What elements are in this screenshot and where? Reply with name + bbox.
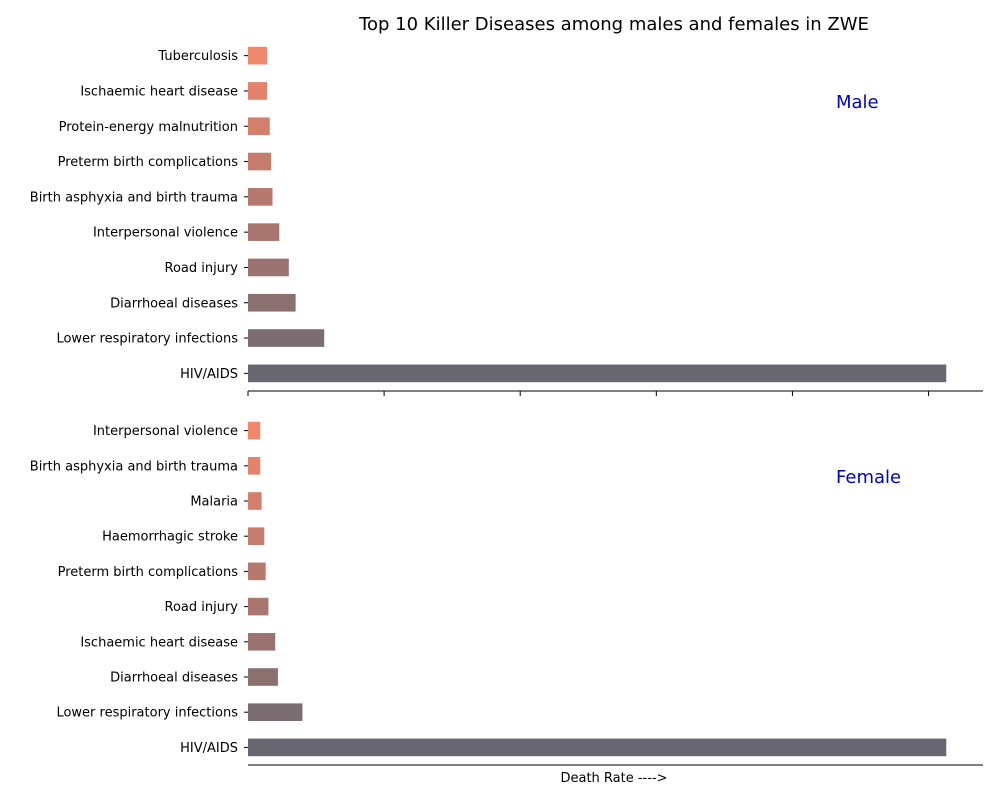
female-category-label-4: Ischaemic heart disease	[80, 635, 238, 650]
female-bar-6	[248, 562, 266, 581]
male-category-label-7: Preterm birth complications	[58, 155, 239, 170]
male-panel: HIV/AIDS Lower respiratory infections Diar…	[30, 46, 983, 396]
male-category-label-6: Birth asphyxia and birth trauma	[30, 190, 238, 205]
female-category-label-3: Diarrhoeal diseases	[110, 671, 238, 686]
female-panel-label: Female	[836, 467, 901, 488]
chart-title: Top 10 Killer Diseases among males and f…	[358, 14, 869, 35]
male-panel-label: Male	[836, 92, 879, 113]
male-category-label-5: Interpersonal violence	[93, 226, 238, 241]
male-category-label-3: Diarrhoeal diseases	[110, 296, 238, 311]
male-bar-6	[248, 188, 273, 206]
male-bar-8	[248, 117, 270, 136]
male-category-label-1: HIV/AIDS	[180, 367, 238, 382]
female-panel: HIV/AIDS Lower respiratory infections Diar…	[30, 421, 983, 766]
male-category-label-2: Lower respiratory infections	[56, 332, 238, 347]
male-bar-2	[248, 329, 325, 347]
female-bar-2	[248, 703, 303, 721]
female-bar-9	[248, 457, 261, 475]
female-bar-7	[248, 527, 265, 545]
male-category-label-4: Road injury	[165, 261, 239, 276]
female-category-label-8: Malaria	[190, 495, 238, 510]
x-axis-label: Death Rate ---->	[560, 771, 667, 786]
male-bar-4	[248, 258, 289, 277]
female-bar-5	[248, 597, 269, 616]
male-category-label-9: Ischaemic heart disease	[80, 84, 238, 99]
female-bar-10	[248, 421, 261, 440]
male-bar-7	[248, 152, 272, 171]
female-bar-3	[248, 668, 278, 686]
female-bar-8	[248, 492, 262, 510]
male-bar-10	[248, 46, 268, 65]
female-category-label-10: Interpersonal violence	[93, 424, 238, 439]
male-bar-1	[248, 364, 947, 383]
male-category-label-10: Tuberculosis	[157, 49, 238, 64]
female-bar-1	[248, 738, 947, 757]
male-bar-5	[248, 223, 280, 241]
male-category-label-8: Protein-energy malnutrition	[59, 120, 238, 135]
female-category-label-1: HIV/AIDS	[180, 741, 238, 756]
male-bar-3	[248, 293, 296, 312]
female-category-label-5: Road injury	[165, 600, 239, 615]
male-bar-9	[248, 82, 268, 100]
female-category-label-2: Lower respiratory infections	[56, 706, 238, 721]
female-category-label-6: Preterm birth complications	[58, 565, 239, 580]
female-category-label-7: Haemorrhagic stroke	[102, 530, 238, 545]
female-category-label-9: Birth asphyxia and birth trauma	[30, 459, 238, 474]
female-bar-4	[248, 633, 276, 651]
